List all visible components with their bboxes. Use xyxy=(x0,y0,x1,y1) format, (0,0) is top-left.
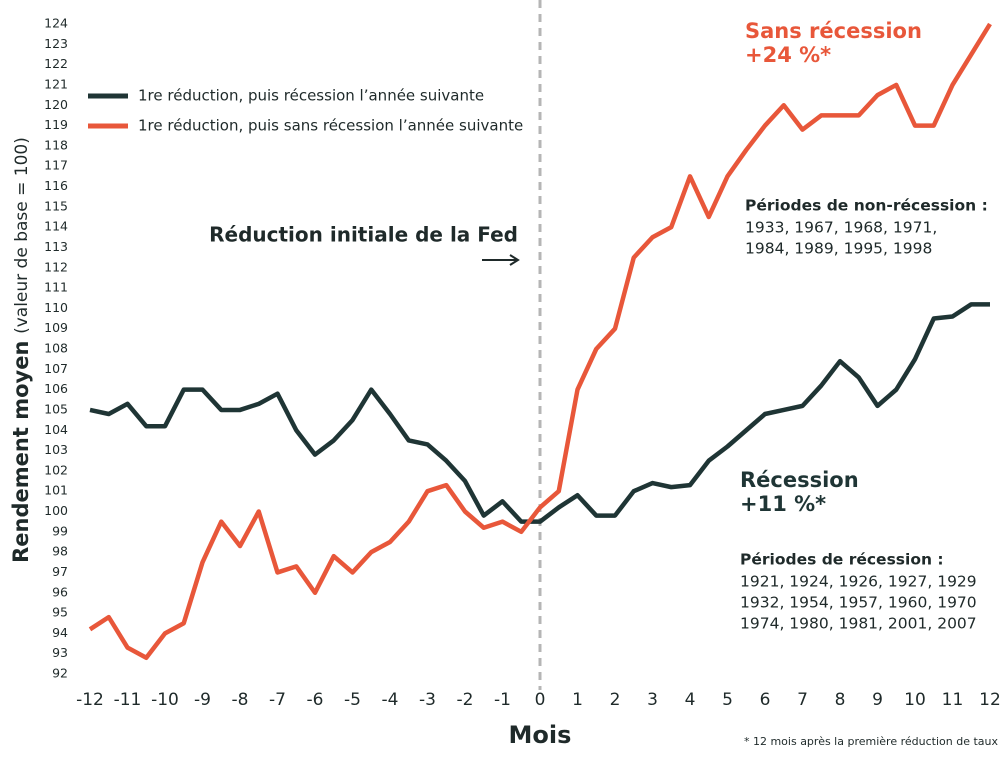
y-tick-label: 121 xyxy=(44,76,68,91)
x-tick-label: -7 xyxy=(269,690,286,710)
x-tick-label: -1 xyxy=(494,690,511,710)
x-tick-label: -4 xyxy=(382,690,399,710)
y-tick-label: 100 xyxy=(44,503,68,518)
y-axis-label: Rendement moyen (valeur de base = 100) xyxy=(9,137,33,563)
y-tick-label: 116 xyxy=(44,178,68,193)
x-tick-label: 9 xyxy=(872,690,883,710)
x-tick-label: -12 xyxy=(76,690,104,710)
x-tick-label: -3 xyxy=(419,690,436,710)
y-tick-label: 94 xyxy=(52,625,68,640)
series-line xyxy=(88,22,992,660)
periods-line: 1933, 1967, 1968, 1971, xyxy=(745,219,937,237)
x-tick-label: 6 xyxy=(760,690,771,710)
y-tick-label: 112 xyxy=(44,259,68,274)
y-tick-label: 102 xyxy=(44,462,68,477)
x-tick-label: -5 xyxy=(344,690,361,710)
event-arrow-head xyxy=(509,254,520,266)
annotation-value: +24 %* xyxy=(745,43,831,67)
series-line xyxy=(89,302,990,524)
y-tick-label: 118 xyxy=(44,137,68,152)
x-tick-label: -11 xyxy=(114,690,142,710)
y-tick-label: 106 xyxy=(44,381,68,396)
y-tick-label: 101 xyxy=(44,483,68,498)
periods-title: Périodes de non-récession : xyxy=(745,197,988,215)
y-tick-label: 109 xyxy=(44,320,68,335)
y-tick-label: 123 xyxy=(44,36,68,51)
y-tick-label: 99 xyxy=(52,523,68,538)
y-tick-label: 103 xyxy=(44,442,68,457)
y-tick-label: 113 xyxy=(44,239,68,254)
y-tick-label: 114 xyxy=(44,219,68,234)
y-tick-label: 110 xyxy=(44,300,68,315)
x-tick-label: -9 xyxy=(194,690,211,710)
x-tick-label: -10 xyxy=(151,690,179,710)
x-tick-label: 2 xyxy=(610,690,621,710)
y-label-main: Rendement moyen xyxy=(9,341,33,563)
x-tick-label: 1 xyxy=(572,690,583,710)
periods-line: 1932, 1954, 1957, 1960, 1970 xyxy=(740,594,977,612)
y-tick-label: 93 xyxy=(52,645,68,660)
y-tick-label: 97 xyxy=(52,564,68,579)
y-tick-label: 92 xyxy=(52,666,68,681)
x-tick-label: -8 xyxy=(232,690,249,710)
y-tick-label: 104 xyxy=(44,422,68,437)
y-tick-label: 119 xyxy=(44,117,68,132)
y-tick-label: 120 xyxy=(44,97,68,112)
y-label-detail: (valeur de base = 100) xyxy=(12,137,32,334)
x-tick-label: -6 xyxy=(307,690,324,710)
x-tick-label: 7 xyxy=(797,690,808,710)
x-axis-label: Mois xyxy=(509,721,572,749)
periods-line: 1921, 1924, 1926, 1927, 1929 xyxy=(740,573,977,591)
y-tick-label: 95 xyxy=(52,605,68,620)
x-tick-label: 11 xyxy=(942,690,964,710)
x-tick-label: 8 xyxy=(835,690,846,710)
x-tick-label: 10 xyxy=(904,690,926,710)
y-tick-label: 111 xyxy=(44,280,68,295)
y-tick-label: 115 xyxy=(44,198,68,213)
x-tick-label: 0 xyxy=(535,690,546,710)
y-tick-label: 117 xyxy=(44,158,68,173)
footnote: * 12 mois après la première réduction de… xyxy=(744,735,999,748)
annotation-title: Sans récession xyxy=(745,19,922,43)
y-tick-label: 105 xyxy=(44,401,68,416)
x-tick-label: 12 xyxy=(979,690,1000,710)
annotation-title: Récession xyxy=(740,468,859,492)
y-tick-label: 124 xyxy=(44,16,68,31)
x-tick-label: -2 xyxy=(457,690,474,710)
y-tick-label: 107 xyxy=(44,361,68,376)
x-tick-label: 5 xyxy=(722,690,733,710)
y-tick-label: 98 xyxy=(52,544,68,559)
periods-line: 1984, 1989, 1995, 1998 xyxy=(745,240,932,258)
y-tick-label: 108 xyxy=(44,341,68,356)
annotation-value: +11 %* xyxy=(740,492,826,516)
legend-label: 1re réduction, puis sans récession l’ann… xyxy=(138,117,523,135)
y-tick-label: 122 xyxy=(44,56,68,71)
x-tick-label: 4 xyxy=(685,690,696,710)
event-label: Réduction initiale de la Fed xyxy=(209,223,518,247)
legend-label: 1re réduction, puis récession l’année su… xyxy=(138,87,484,105)
y-tick-label: 96 xyxy=(52,584,68,599)
x-tick-label: 3 xyxy=(647,690,658,710)
periods-title: Périodes de récession : xyxy=(740,551,944,569)
periods-line: 1974, 1980, 1981, 2001, 2007 xyxy=(740,615,977,633)
